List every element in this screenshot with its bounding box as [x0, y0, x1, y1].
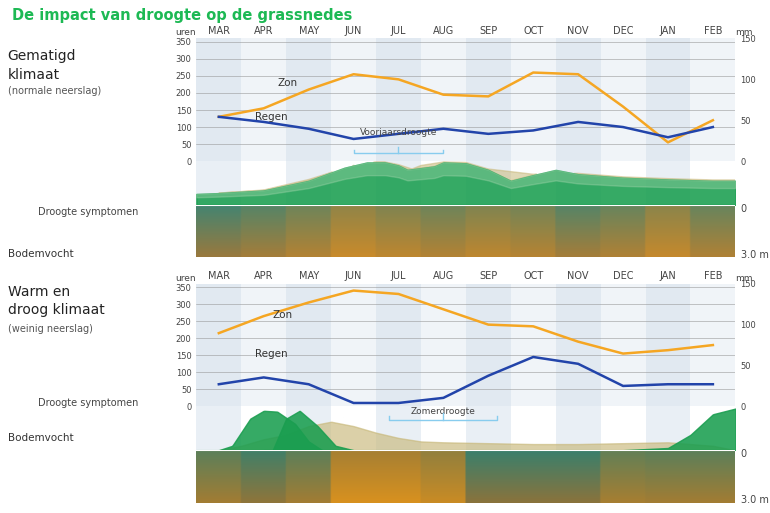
- Text: Regen: Regen: [255, 349, 287, 359]
- Bar: [196, 161, 241, 205]
- Bar: [286, 38, 331, 161]
- Bar: [376, 38, 421, 161]
- Bar: [286, 284, 331, 406]
- Bar: [376, 284, 421, 406]
- Bar: [645, 284, 691, 406]
- Text: Bodemvocht: Bodemvocht: [8, 433, 73, 443]
- Text: De impact van droogte op de grassnedes: De impact van droogte op de grassnedes: [12, 8, 352, 23]
- Bar: [556, 38, 601, 161]
- Bar: [645, 161, 691, 205]
- Bar: [466, 284, 511, 406]
- Text: uren: uren: [176, 273, 196, 283]
- Text: (weinig neerslag): (weinig neerslag): [8, 324, 92, 334]
- Text: Gematigd: Gematigd: [8, 49, 76, 63]
- Text: Geen symptomen: Geen symptomen: [41, 377, 136, 387]
- Bar: [466, 38, 511, 161]
- Bar: [556, 161, 601, 205]
- Bar: [196, 284, 241, 406]
- Text: Voorjaarsdroogte: Voorjaarsdroogte: [360, 128, 437, 136]
- Text: klimaat: klimaat: [8, 68, 60, 82]
- Text: Geen symptomen: Geen symptomen: [41, 186, 136, 196]
- Bar: [645, 406, 691, 450]
- Text: Droogte symptomen: Droogte symptomen: [38, 207, 139, 218]
- Text: Droogte symptomen: Droogte symptomen: [38, 398, 139, 408]
- Text: 0: 0: [741, 204, 747, 214]
- Text: Zon: Zon: [277, 78, 297, 88]
- Text: 0: 0: [741, 449, 747, 459]
- Bar: [286, 406, 331, 450]
- Text: Regen: Regen: [255, 112, 287, 122]
- Text: uren: uren: [176, 28, 196, 37]
- Text: 3.0 m: 3.0 m: [741, 496, 768, 505]
- Bar: [556, 406, 601, 450]
- Text: mm: mm: [735, 28, 753, 37]
- Bar: [376, 406, 421, 450]
- Text: Bodemvocht: Bodemvocht: [8, 249, 73, 259]
- Bar: [466, 161, 511, 205]
- Text: (normale neerslag): (normale neerslag): [8, 86, 101, 96]
- Text: droog klimaat: droog klimaat: [8, 303, 105, 317]
- Text: 3.0 m: 3.0 m: [741, 250, 768, 260]
- Bar: [376, 161, 421, 205]
- Text: Zomerdroogte: Zomerdroogte: [411, 407, 476, 416]
- Bar: [556, 284, 601, 406]
- Bar: [196, 406, 241, 450]
- Bar: [196, 38, 241, 161]
- Text: Warm en: Warm en: [8, 285, 70, 299]
- Text: mm: mm: [735, 273, 753, 283]
- Bar: [466, 406, 511, 450]
- Text: Zon: Zon: [273, 310, 293, 320]
- Bar: [286, 161, 331, 205]
- Bar: [645, 38, 691, 161]
